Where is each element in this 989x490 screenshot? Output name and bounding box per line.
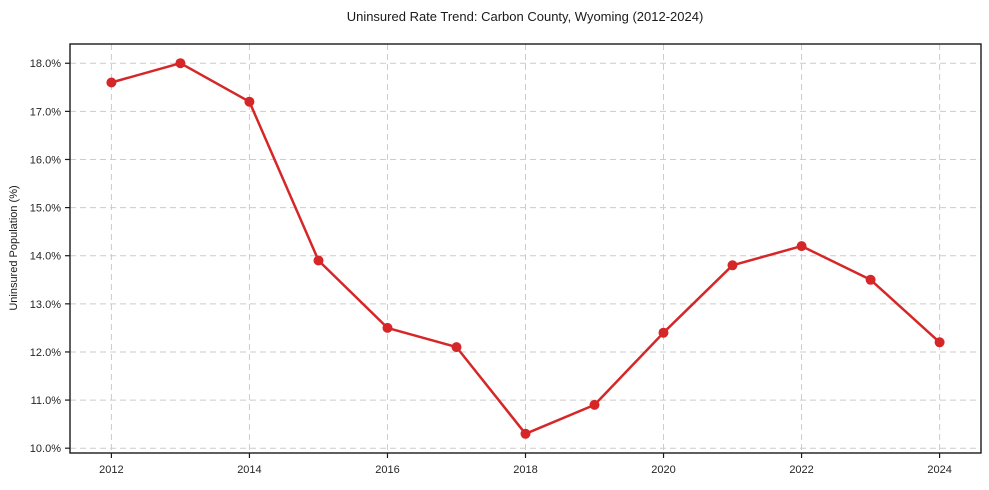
y-tick-label: 14.0%	[30, 251, 61, 263]
data-point	[520, 428, 531, 439]
data-point	[934, 337, 945, 348]
y-tick-label: 17.0%	[30, 106, 61, 118]
x-tick-label: 2016	[375, 464, 399, 476]
data-point	[727, 260, 738, 271]
x-tick-label: 2014	[237, 464, 261, 476]
data-point	[313, 255, 324, 266]
data-point	[244, 96, 255, 107]
x-tick-label: 2024	[927, 464, 951, 476]
x-tick-label: 2020	[651, 464, 675, 476]
data-point	[175, 58, 186, 69]
data-point	[106, 77, 117, 88]
data-point	[865, 274, 876, 285]
data-point	[658, 327, 669, 338]
y-tick-label: 10.0%	[30, 443, 61, 455]
data-point	[382, 322, 393, 333]
chart-title: Uninsured Rate Trend: Carbon County, Wyo…	[346, 9, 704, 24]
x-tick-label: 2022	[789, 464, 813, 476]
y-tick-label: 18.0%	[30, 58, 61, 70]
y-tick-label: 12.0%	[30, 347, 61, 359]
x-tick-label: 2012	[99, 464, 123, 476]
y-tick-label: 15.0%	[30, 203, 61, 215]
data-point	[589, 399, 600, 410]
y-tick-label: 11.0%	[31, 395, 62, 407]
y-tick-label: 13.0%	[30, 299, 61, 311]
data-point	[796, 241, 807, 252]
x-tick-label: 2018	[513, 464, 537, 476]
y-tick-label: 16.0%	[30, 154, 61, 166]
data-point	[451, 342, 462, 353]
